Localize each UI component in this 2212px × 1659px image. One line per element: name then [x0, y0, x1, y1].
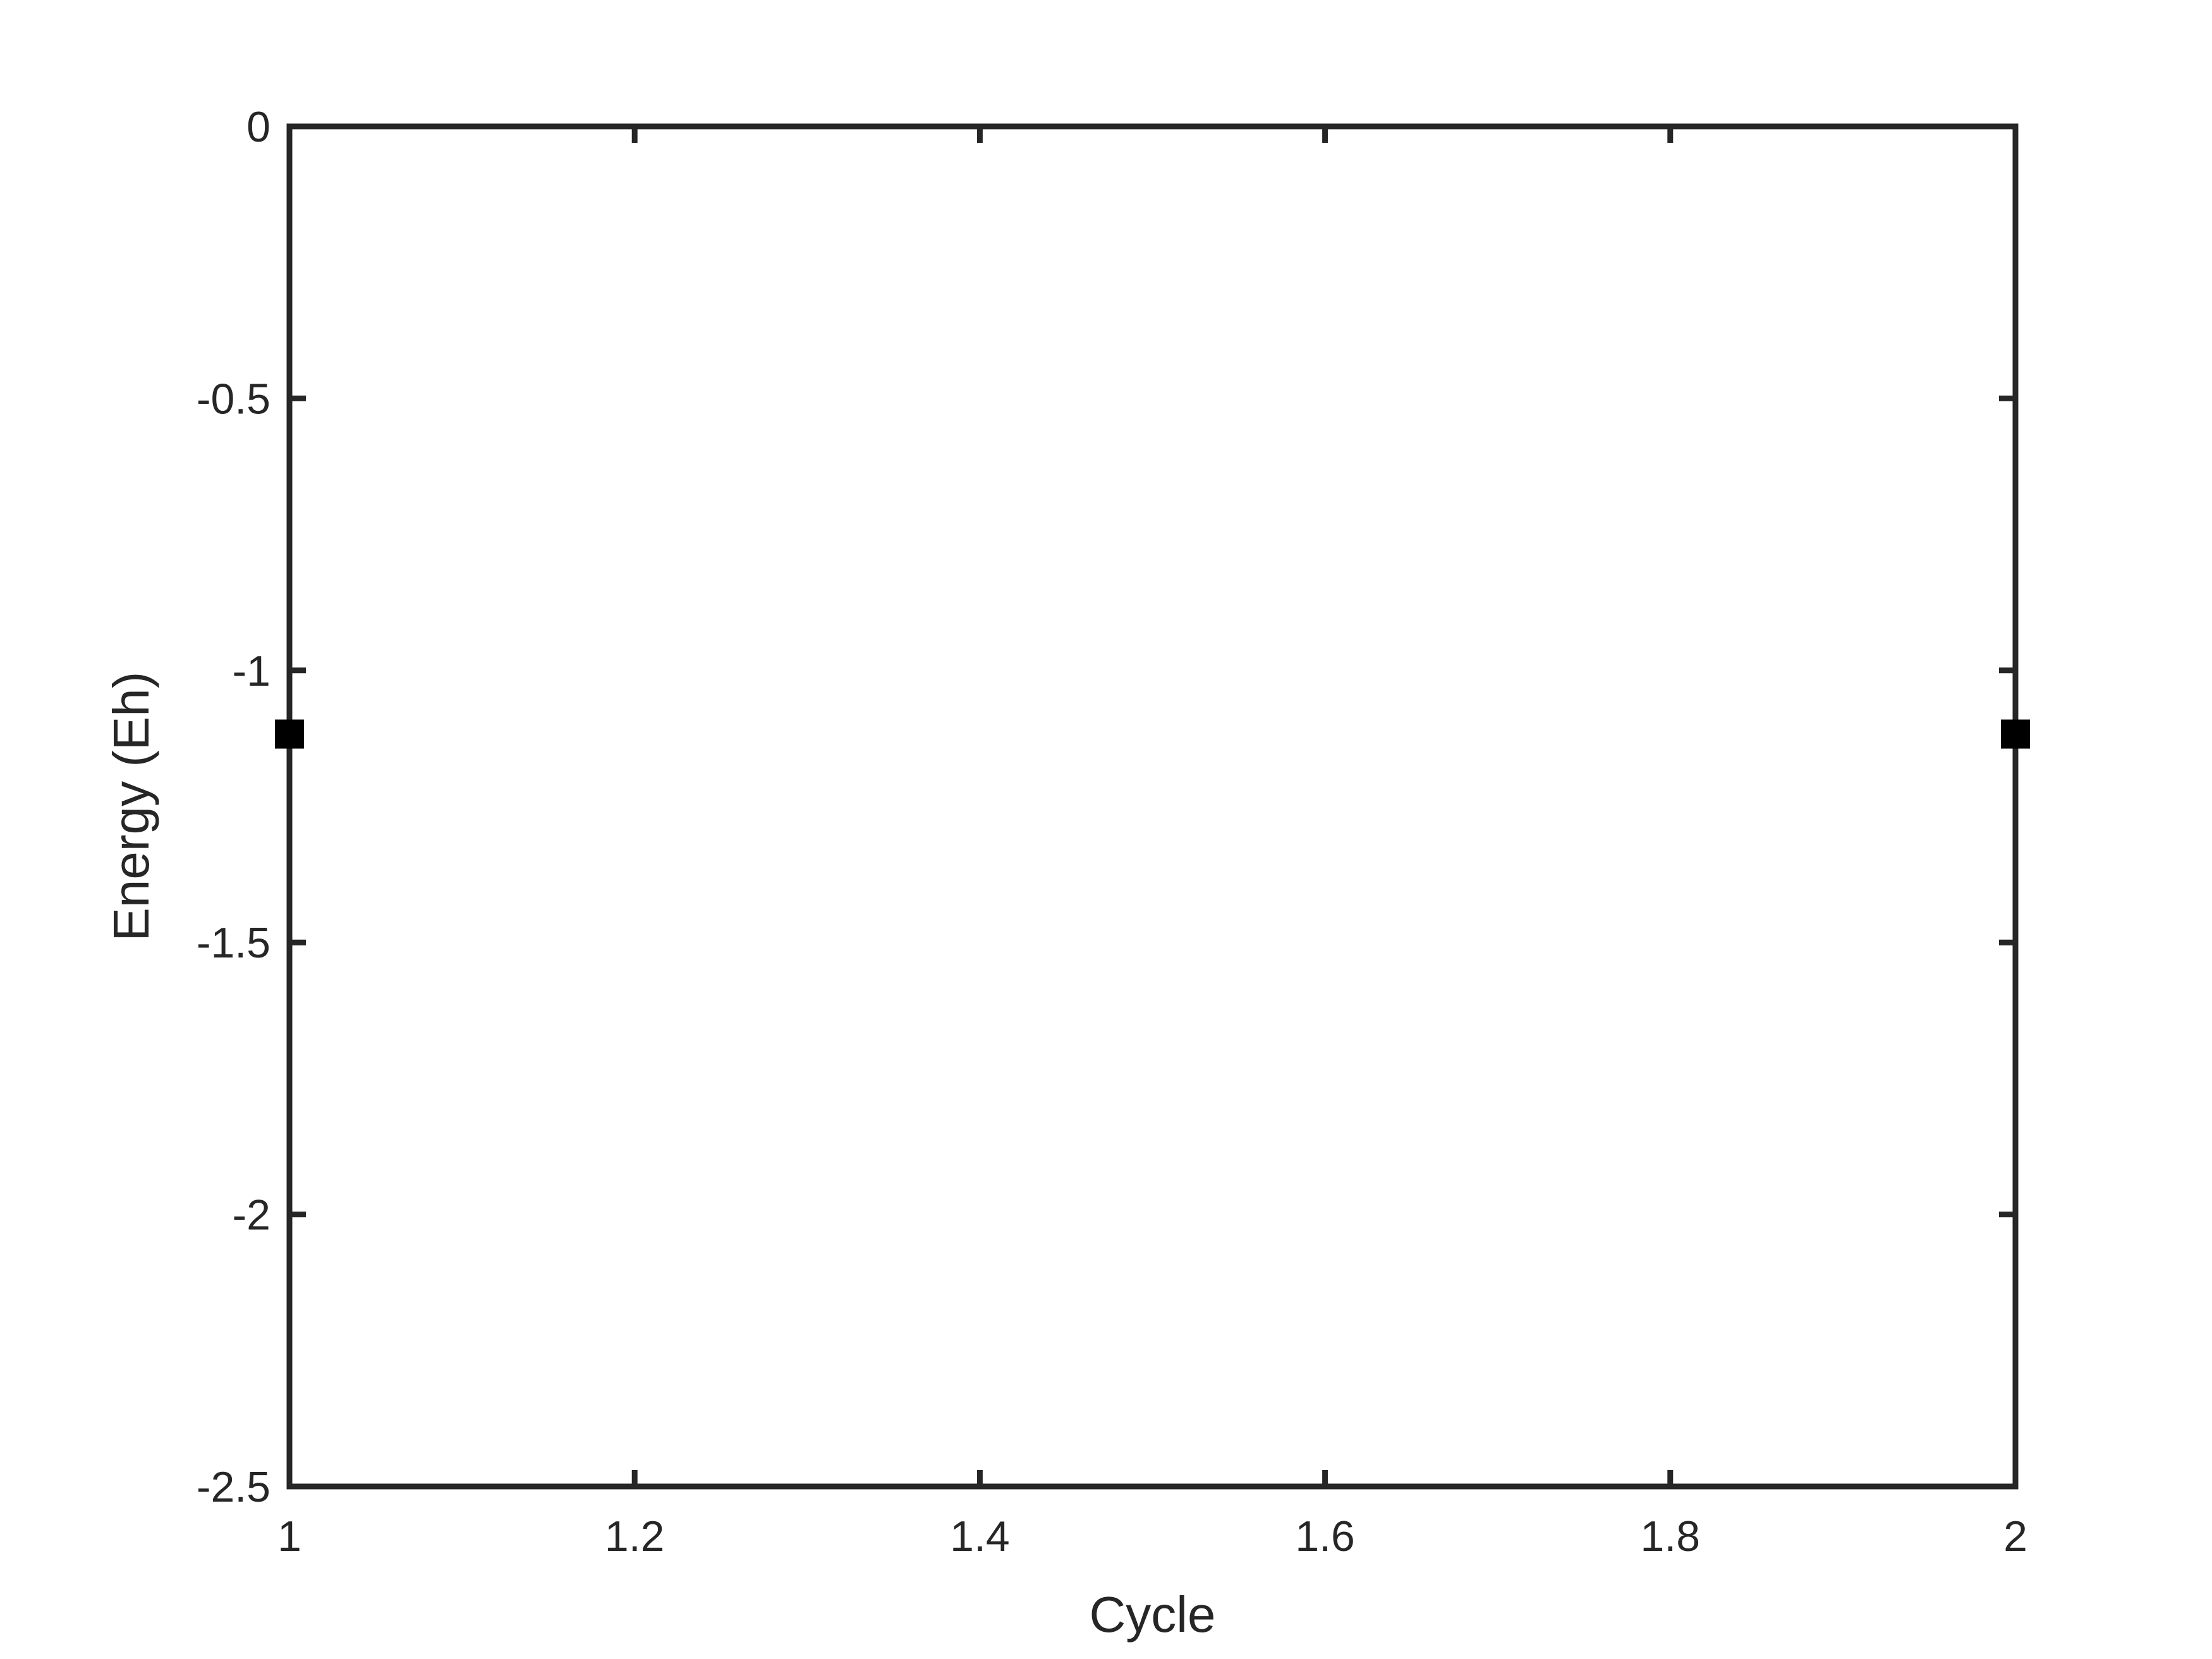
y-tick-label: -0.5: [197, 375, 270, 423]
data-point: [275, 719, 304, 749]
x-tick-label: 1.6: [1295, 1512, 1355, 1560]
y-tick-label: 0: [246, 103, 270, 151]
y-tick-label: -1: [233, 647, 270, 695]
y-tick-label: -1.5: [197, 919, 270, 967]
x-axis-label: Cycle: [1089, 1586, 1215, 1643]
data-points: [275, 719, 2030, 749]
x-tick-label: 1.2: [605, 1512, 665, 1560]
x-tick-label: 1: [277, 1512, 301, 1560]
x-tick-label: 1.4: [950, 1512, 1010, 1560]
plot-frame: [286, 123, 2019, 1490]
x-tick-label: 1.8: [1641, 1512, 1701, 1560]
y-axis-tick-labels: 0 -0.5 -1 -1.5 -2 -2.5: [197, 103, 270, 1511]
y-tick-label: -2.5: [197, 1463, 270, 1511]
y-tick-label: -2: [233, 1191, 270, 1239]
y-axis-label: Energy (Eh): [103, 672, 159, 942]
x-axis-tick-labels: 1 1.2 1.4 1.6 1.8 2: [277, 1512, 2027, 1560]
x-tick-label: 2: [2003, 1512, 2027, 1560]
data-point: [2001, 719, 2030, 749]
